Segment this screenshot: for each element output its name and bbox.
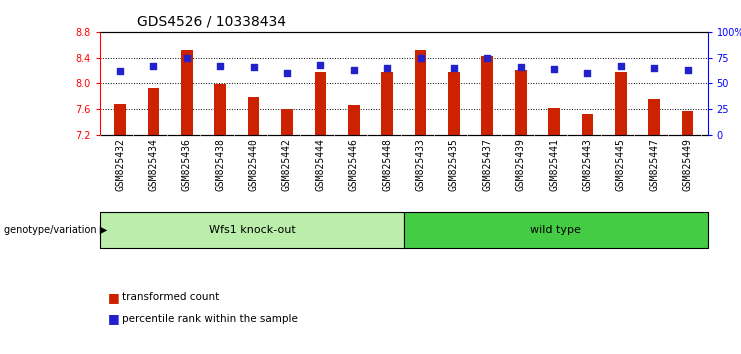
Point: [582, 70, 594, 76]
Text: ■: ■: [107, 291, 119, 304]
Point: [615, 63, 627, 69]
Bar: [415, 50, 426, 135]
Bar: [147, 88, 159, 135]
Text: GSM825443: GSM825443: [582, 138, 593, 191]
Text: GSM825438: GSM825438: [215, 138, 225, 191]
Text: Wfs1 knock-out: Wfs1 knock-out: [208, 225, 296, 235]
Point: [214, 63, 226, 69]
Bar: [648, 98, 660, 135]
Text: GSM825444: GSM825444: [316, 138, 325, 191]
Point: [247, 64, 259, 70]
Text: GSM825432: GSM825432: [115, 138, 125, 191]
Point: [515, 64, 527, 70]
Bar: [314, 72, 326, 135]
Text: GSM825442: GSM825442: [282, 138, 292, 191]
Bar: [382, 72, 393, 135]
Bar: [615, 72, 627, 135]
Point: [415, 55, 427, 60]
Bar: [247, 97, 259, 135]
Bar: [448, 72, 459, 135]
Point: [448, 65, 460, 70]
Text: ■: ■: [107, 312, 119, 325]
Text: transformed count: transformed count: [122, 292, 219, 302]
Bar: [682, 112, 694, 135]
Text: GSM825449: GSM825449: [682, 138, 693, 191]
Point: [348, 67, 359, 73]
Point: [648, 65, 660, 70]
Bar: [582, 114, 594, 135]
Point: [381, 65, 393, 70]
Text: genotype/variation ▶: genotype/variation ▶: [4, 225, 107, 235]
Point: [482, 55, 494, 60]
Point: [181, 55, 193, 60]
Bar: [548, 108, 560, 135]
Bar: [181, 50, 193, 135]
Bar: [348, 105, 359, 135]
Point: [682, 67, 694, 73]
Text: GSM825436: GSM825436: [182, 138, 192, 191]
Text: GSM825433: GSM825433: [416, 138, 425, 191]
Point: [314, 62, 326, 68]
Text: GSM825448: GSM825448: [382, 138, 392, 191]
Text: GSM825435: GSM825435: [449, 138, 459, 191]
Text: GSM825437: GSM825437: [482, 138, 492, 191]
Text: GSM825447: GSM825447: [649, 138, 659, 191]
Point: [548, 66, 560, 72]
Text: GSM825434: GSM825434: [148, 138, 159, 191]
Bar: [100, 212, 404, 248]
Text: percentile rank within the sample: percentile rank within the sample: [122, 314, 298, 324]
Bar: [214, 85, 226, 135]
Text: GSM825441: GSM825441: [549, 138, 559, 191]
Point: [147, 63, 159, 69]
Text: GDS4526 / 10338434: GDS4526 / 10338434: [137, 14, 286, 28]
Text: GSM825446: GSM825446: [349, 138, 359, 191]
Bar: [404, 212, 708, 248]
Text: GSM825440: GSM825440: [249, 138, 259, 191]
Text: GSM825445: GSM825445: [616, 138, 626, 191]
Bar: [482, 56, 494, 135]
Text: GSM825439: GSM825439: [516, 138, 525, 191]
Bar: [281, 109, 293, 135]
Bar: [515, 70, 527, 135]
Text: wild type: wild type: [531, 225, 581, 235]
Bar: [114, 104, 126, 135]
Point: [114, 68, 126, 74]
Point: [281, 70, 293, 76]
